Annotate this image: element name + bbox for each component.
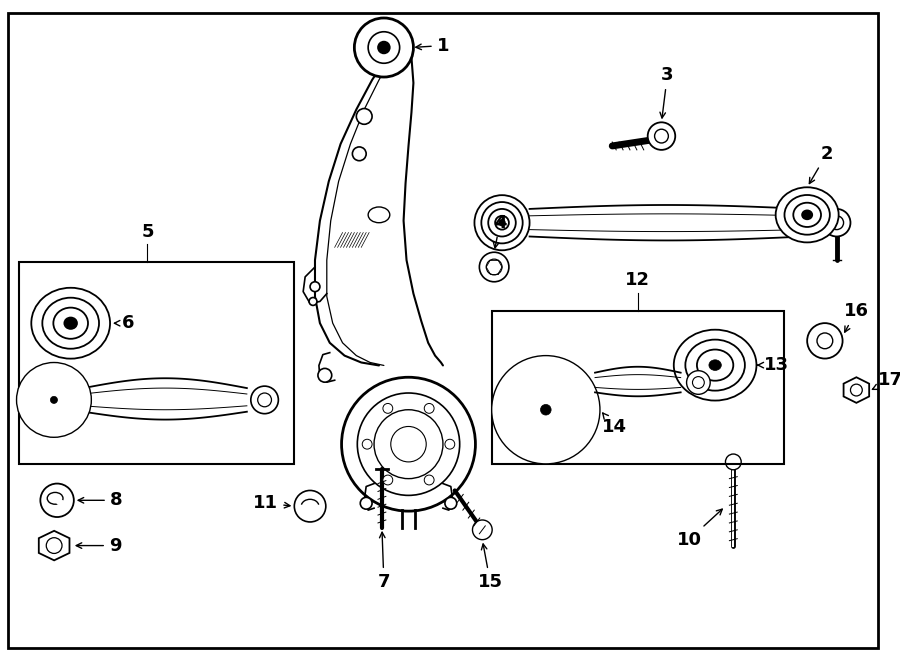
Circle shape <box>378 42 390 54</box>
Circle shape <box>654 129 669 143</box>
Text: 2: 2 <box>809 145 833 184</box>
Circle shape <box>474 195 529 251</box>
Text: 17: 17 <box>872 371 900 389</box>
Ellipse shape <box>47 492 63 504</box>
Circle shape <box>513 377 579 443</box>
Circle shape <box>541 405 551 415</box>
Polygon shape <box>843 377 869 403</box>
Circle shape <box>342 377 475 511</box>
Ellipse shape <box>65 318 76 329</box>
Circle shape <box>687 371 710 395</box>
Text: 6: 6 <box>114 314 134 332</box>
Ellipse shape <box>686 340 745 391</box>
Circle shape <box>524 387 568 432</box>
Circle shape <box>391 426 427 462</box>
Text: 14: 14 <box>602 413 627 436</box>
Circle shape <box>692 377 705 389</box>
Circle shape <box>817 333 833 349</box>
Text: 1: 1 <box>416 36 449 55</box>
Ellipse shape <box>802 210 812 219</box>
Polygon shape <box>39 531 69 561</box>
Bar <box>491 311 784 464</box>
Circle shape <box>382 475 392 485</box>
Text: 3: 3 <box>660 66 673 118</box>
Circle shape <box>472 520 492 539</box>
Ellipse shape <box>65 317 77 329</box>
Circle shape <box>535 399 557 421</box>
Ellipse shape <box>793 203 821 227</box>
Circle shape <box>501 366 590 454</box>
Circle shape <box>294 490 326 522</box>
Ellipse shape <box>42 297 99 349</box>
Text: 12: 12 <box>626 271 651 290</box>
Circle shape <box>491 356 600 464</box>
Circle shape <box>382 403 392 413</box>
Circle shape <box>480 253 508 282</box>
Text: 11: 11 <box>253 494 290 512</box>
Circle shape <box>807 323 842 358</box>
Bar <box>20 262 294 464</box>
Circle shape <box>495 216 508 229</box>
Text: 7: 7 <box>378 532 390 591</box>
Circle shape <box>310 282 320 292</box>
Text: 5: 5 <box>141 223 154 241</box>
Circle shape <box>482 202 523 243</box>
Circle shape <box>850 384 862 396</box>
Ellipse shape <box>776 187 839 243</box>
Circle shape <box>424 475 434 485</box>
Ellipse shape <box>803 211 812 219</box>
Circle shape <box>46 537 62 553</box>
Circle shape <box>360 497 372 509</box>
Circle shape <box>488 209 516 237</box>
Circle shape <box>486 259 502 275</box>
Circle shape <box>24 370 84 430</box>
Text: 8: 8 <box>78 491 122 509</box>
Text: 16: 16 <box>844 302 868 332</box>
Circle shape <box>424 403 434 413</box>
Ellipse shape <box>53 307 88 339</box>
Circle shape <box>368 32 400 63</box>
Circle shape <box>318 368 332 382</box>
Ellipse shape <box>697 350 734 381</box>
Circle shape <box>40 385 68 414</box>
Circle shape <box>353 147 366 161</box>
Ellipse shape <box>368 207 390 223</box>
Circle shape <box>355 18 413 77</box>
Circle shape <box>648 122 675 150</box>
Circle shape <box>47 393 61 407</box>
Text: 13: 13 <box>758 356 788 374</box>
Circle shape <box>251 386 278 414</box>
Ellipse shape <box>674 330 757 401</box>
Ellipse shape <box>32 288 110 359</box>
Ellipse shape <box>785 195 830 235</box>
Circle shape <box>16 362 91 438</box>
Circle shape <box>823 209 850 237</box>
Circle shape <box>445 497 456 509</box>
Circle shape <box>356 108 372 124</box>
Circle shape <box>830 216 843 229</box>
Circle shape <box>309 297 317 305</box>
Circle shape <box>50 397 58 403</box>
Text: 4: 4 <box>493 214 507 248</box>
Ellipse shape <box>56 499 64 505</box>
Circle shape <box>357 393 460 495</box>
Text: 10: 10 <box>677 509 723 549</box>
Text: 9: 9 <box>76 537 122 555</box>
Circle shape <box>32 377 76 422</box>
Circle shape <box>445 440 455 449</box>
Circle shape <box>374 410 443 479</box>
Circle shape <box>362 440 372 449</box>
Circle shape <box>725 454 742 470</box>
Ellipse shape <box>709 360 721 370</box>
Circle shape <box>499 219 505 226</box>
Circle shape <box>40 484 74 517</box>
Text: 15: 15 <box>478 544 503 591</box>
Circle shape <box>257 393 272 407</box>
